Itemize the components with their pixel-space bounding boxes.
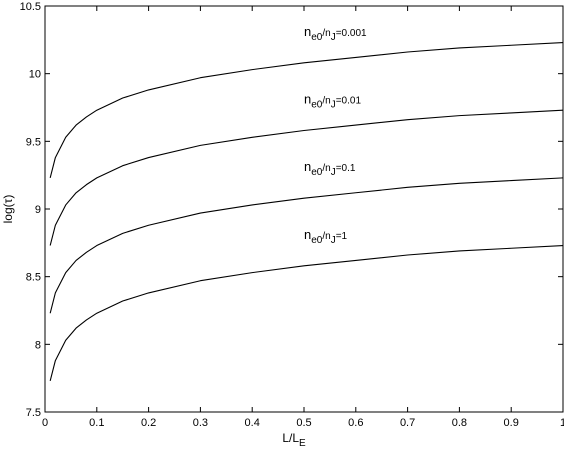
x-tick-label: 0.7	[400, 417, 415, 429]
y-axis-label: log(τ)	[1, 195, 15, 224]
x-tick-label: 1	[560, 417, 564, 429]
y-tick-label: 8	[35, 339, 41, 351]
label-sub-j: J	[331, 167, 336, 178]
label-sub-e0: e0	[311, 32, 323, 43]
label-slash-n: /n	[322, 163, 330, 174]
series-label-1: ne0/nJ=0.001	[304, 24, 367, 43]
x-tick-label: 0.5	[296, 417, 311, 429]
x-tick-label: 0.4	[245, 417, 260, 429]
label-slash-n: /n	[322, 28, 330, 39]
plot-frame	[44, 5, 564, 413]
axes: 0 0.1 0.2 0.3 0.4 0.5 0.6 0.7 0.8 0.9 1 7.5 8 8.5 9 9.5…	[20, 1, 564, 429]
series-label-4: ne0/nJ=1	[304, 227, 348, 246]
label-sub-e0: e0	[311, 235, 323, 246]
label-n: n	[304, 159, 311, 174]
x-tick-label: 0	[42, 417, 48, 429]
plot-area	[44, 5, 564, 413]
y-tick-label: 8.5	[26, 272, 41, 284]
label-sub-j: J	[331, 32, 336, 43]
series-label-2: ne0/nJ=0.01	[304, 91, 361, 110]
y-tick-label: 10	[29, 69, 41, 81]
label-value: =0.001	[336, 28, 367, 39]
series-line-4	[49, 244, 564, 382]
label-n: n	[304, 227, 311, 242]
y-tick-label: 10.5	[20, 1, 41, 13]
x-axis-label: L/LE	[282, 431, 306, 449]
series-label-3: ne0/nJ=0.1	[304, 159, 356, 178]
label-value: =0.01	[336, 95, 362, 106]
x-tick-label: 0.2	[141, 417, 156, 429]
annotation-layer: ne0/nJ=0.001ne0/nJ=0.01ne0/nJ=0.1ne0/nJ=…	[304, 24, 367, 246]
label-n: n	[304, 24, 311, 39]
x-tick-label: 0.6	[348, 417, 363, 429]
label-sub-e0: e0	[311, 167, 323, 178]
series-line-1	[49, 41, 564, 179]
y-tick-label: 7.5	[26, 407, 41, 419]
x-tick-label: 0.8	[452, 417, 467, 429]
label-n: n	[304, 91, 311, 106]
x-axis-label-sub: E	[299, 438, 306, 449]
label-slash-n: /n	[322, 231, 330, 242]
label-slash-n: /n	[322, 95, 330, 106]
x-tick-label: 0.1	[89, 417, 104, 429]
x-tick-label: 0.3	[193, 417, 208, 429]
label-value: =1	[336, 231, 348, 242]
x-axis-label-base: L/L	[282, 431, 299, 445]
label-sub-j: J	[331, 235, 336, 246]
series-line-3	[49, 177, 564, 314]
series-line-2	[49, 109, 564, 246]
label-sub-j: J	[331, 99, 336, 110]
x-tick-label: 0.9	[504, 417, 519, 429]
series-layer	[49, 41, 564, 382]
y-tick-label: 9	[35, 204, 41, 216]
y-tick-label: 9.5	[26, 136, 41, 148]
label-value: =0.1	[336, 163, 356, 174]
label-sub-e0: e0	[311, 99, 323, 110]
